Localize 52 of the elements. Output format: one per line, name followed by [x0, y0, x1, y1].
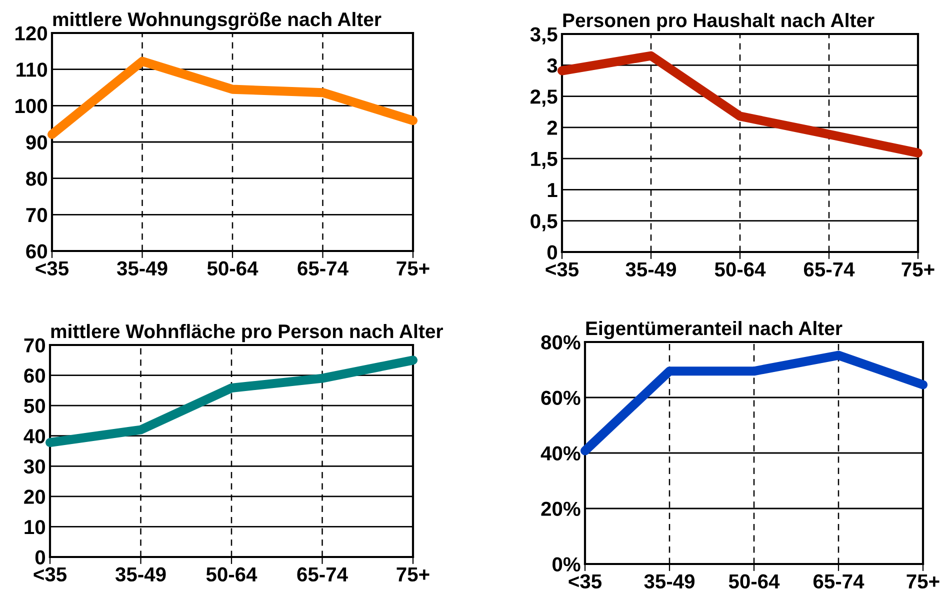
y-tick-label: 60 — [26, 244, 48, 258]
y-tick-label: 3,5 — [530, 27, 558, 44]
y-tick-label: 60 — [24, 368, 46, 383]
x-tick-label: 35-49 — [116, 261, 168, 276]
x-tick-label: 50-64 — [714, 262, 766, 277]
y-tick-label: 2 — [547, 120, 558, 135]
y-tick-label: 70 — [26, 208, 48, 222]
chart-title: mittlere Wohnfläche pro Person nach Alter — [51, 324, 443, 342]
y-tick-label: 120 — [16, 26, 48, 40]
y-tick-label: 30 — [24, 459, 46, 474]
y-tick-label: 2,5 — [530, 90, 558, 107]
chart-title: mittlere Wohnungsgröße nach Alter — [53, 12, 382, 30]
y-tick-label: 1,5 — [531, 152, 558, 169]
y-tick-label: 70 — [24, 338, 46, 352]
x-tick-label: 50-64 — [728, 574, 780, 589]
chart-title: Personen pro Haushalt nach Alter — [563, 12, 874, 32]
y-tick-label: 20% — [541, 502, 580, 516]
y-tick-label: 0,5 — [530, 214, 558, 232]
chart-title: Eigentümeranteil nach Alter — [586, 320, 842, 340]
y-tick-label: 1 — [548, 183, 558, 198]
x-tick-label: 35-49 — [115, 567, 166, 582]
y-tick-label: 10 — [24, 520, 46, 534]
y-tick-label: 50 — [24, 398, 46, 414]
x-tick-label: 35-49 — [626, 262, 676, 277]
x-tick-label: 75+ — [396, 261, 430, 276]
y-tick-label: 3 — [547, 58, 558, 73]
x-tick-label: <35 — [34, 567, 67, 582]
x-tick-label: 65-74 — [813, 574, 864, 589]
y-tick-label: 20 — [24, 490, 46, 504]
y-tick-label: 60% — [541, 390, 580, 405]
y-tick-label: 40 — [24, 429, 46, 444]
y-tick-label: 0 — [35, 550, 46, 564]
x-tick-label: <35 — [568, 574, 602, 589]
x-tick-label: 50-64 — [207, 261, 258, 276]
x-tick-label: 75+ — [396, 567, 430, 582]
x-tick-label: 65-74 — [297, 567, 348, 582]
x-tick-label: 75+ — [906, 574, 940, 589]
y-tick-label: 40% — [540, 446, 580, 460]
x-tick-label: 65-74 — [298, 261, 348, 276]
y-tick-label: 90 — [26, 135, 48, 150]
x-tick-label: 50-64 — [206, 567, 258, 582]
y-tick-label: 0% — [552, 557, 580, 572]
x-tick-label: <35 — [36, 261, 69, 276]
x-tick-label: 75+ — [902, 262, 934, 277]
y-tick-label: 110 — [16, 62, 48, 77]
x-tick-label: <35 — [546, 262, 579, 277]
x-tick-label: 65-74 — [804, 262, 855, 277]
y-tick-label: 80 — [26, 172, 48, 186]
y-tick-label: 80% — [541, 335, 580, 350]
x-tick-label: 35-49 — [644, 574, 695, 589]
y-tick-label: 100 — [16, 98, 48, 114]
y-tick-label: 0 — [547, 245, 558, 260]
